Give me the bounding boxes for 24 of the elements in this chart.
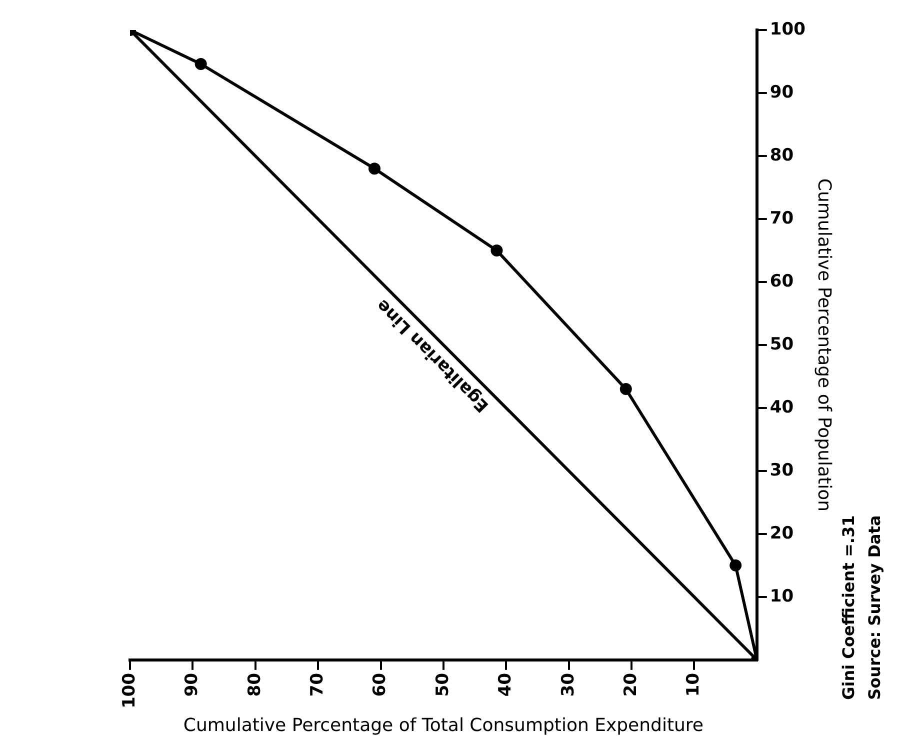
x-tick-label: 60 <box>370 672 390 697</box>
y-tick-label: 40 <box>770 397 794 418</box>
x-tick-label: 100 <box>119 672 140 708</box>
y-tick-label: 50 <box>770 334 794 354</box>
x-tick-label: 10 <box>684 672 704 697</box>
x-tick-label: 30 <box>558 672 578 697</box>
x-tick-label: 70 <box>307 672 328 697</box>
y-tick-label: 100 <box>770 19 806 40</box>
y-tick-label: 60 <box>770 271 794 292</box>
source-note: Source: Survey Data <box>865 515 884 700</box>
x-tick-label: 90 <box>182 672 202 697</box>
y-tick-label: 80 <box>770 145 794 166</box>
x-tick-label: 40 <box>496 672 516 697</box>
x-tick-label: 80 <box>244 672 265 697</box>
x-axis-title: Cumulative Percentage of Total Consumption Expenditure <box>183 714 704 736</box>
y-tick-label: 30 <box>770 460 794 480</box>
y-tick-label: 20 <box>770 523 794 544</box>
y-tick-label: 90 <box>770 82 794 102</box>
text: Gini Coefficient =.31 <box>839 515 858 700</box>
y-axis-title: Cumulative Percentage of Population <box>814 178 835 512</box>
y-tick-label: 70 <box>770 208 794 228</box>
x-tick-label: 50 <box>432 672 453 697</box>
y-tick-label: 10 <box>770 586 794 606</box>
x-tick-label: 20 <box>620 672 641 697</box>
